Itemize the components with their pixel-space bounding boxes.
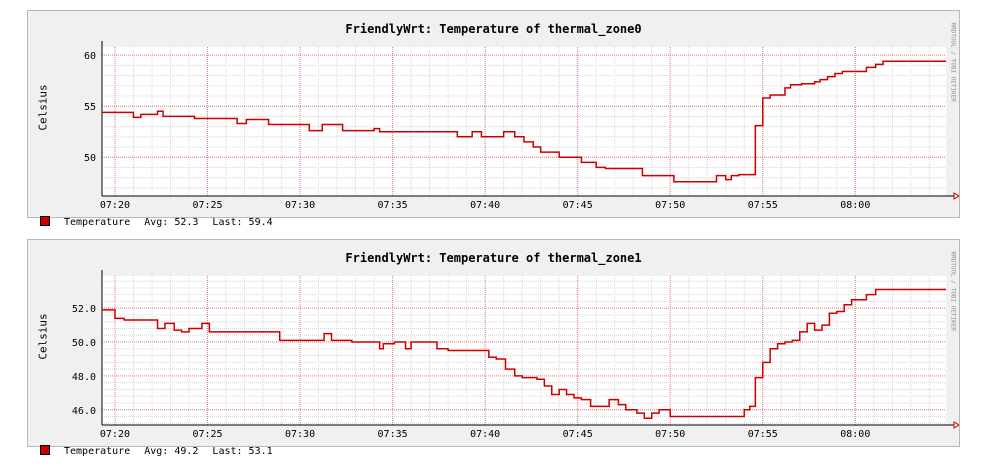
y-tick-label: 52.0 <box>72 304 96 315</box>
chart-title: FriendlyWrt: Temperature of thermal_zone… <box>345 251 642 265</box>
legend-series-name: Temperature <box>64 446 131 457</box>
x-tick-label: 07:35 <box>378 429 408 440</box>
x-tick-label: 07:40 <box>470 429 500 440</box>
legend-avg: Avg: 52.3 <box>144 217 199 228</box>
x-tick-label: 08:00 <box>840 429 870 440</box>
chart-panel-thermal-zone1: FriendlyWrt: Temperature of thermal_zone… <box>27 239 960 457</box>
chart-legend: Temperature Avg: 52.3 Last: 59.4 <box>40 216 287 228</box>
x-tick-label: 07:30 <box>285 200 315 211</box>
temperature-series-line <box>102 288 946 419</box>
y-tick-label: 55 <box>84 102 96 113</box>
x-axis-arrow <box>953 421 959 429</box>
x-tick-label: 07:20 <box>100 200 130 211</box>
x-axis-arrow <box>953 192 959 200</box>
chart-title: FriendlyWrt: Temperature of thermal_zone… <box>345 22 642 36</box>
x-tick-label: 08:00 <box>840 200 870 211</box>
x-tick-label: 07:50 <box>655 200 685 211</box>
x-tick-label: 07:20 <box>100 429 130 440</box>
x-tick-label: 07:55 <box>748 200 778 211</box>
legend-avg: Avg: 49.2 <box>144 446 199 457</box>
x-tick-label: 07:55 <box>748 429 778 440</box>
x-tick-label: 07:25 <box>192 429 222 440</box>
chart-legend: Temperature Avg: 49.2 Last: 53.1 <box>40 445 287 457</box>
legend-last: Last: 53.1 <box>212 446 273 457</box>
temperature-series-line <box>102 60 946 183</box>
legend-series-name: Temperature <box>64 217 131 228</box>
legend-last: Last: 59.4 <box>212 217 273 228</box>
line-chart-plot: 50 55 60 07:20 07:25 07:30 07:35 07:40 07:45 07:5… <box>84 41 959 211</box>
chart-panel-thermal-zone0: FriendlyWrt: Temperature of thermal_zone… <box>27 10 960 228</box>
x-tick-label: 07:40 <box>470 200 500 211</box>
plot-area <box>102 276 946 425</box>
legend-swatch <box>40 445 50 455</box>
y-tick-label: 48.0 <box>72 372 96 383</box>
y-tick-label: 46.0 <box>72 406 96 417</box>
line-chart-plot: 46.0 48.0 50.0 52.0 07:20 07:25 07:30 07:35 07:4… <box>72 270 959 440</box>
x-tick-label: 07:30 <box>285 429 315 440</box>
y-tick-label: 60 <box>84 51 96 62</box>
legend-swatch <box>40 216 50 226</box>
x-tick-label: 07:45 <box>563 200 593 211</box>
plot-area <box>102 47 946 196</box>
x-tick-label: 07:45 <box>563 429 593 440</box>
y-tick-label: 50.0 <box>72 338 96 349</box>
x-tick-label: 07:35 <box>378 200 408 211</box>
x-tick-label: 07:50 <box>655 429 685 440</box>
x-tick-label: 07:25 <box>192 200 222 211</box>
y-tick-label: 50 <box>84 153 96 164</box>
